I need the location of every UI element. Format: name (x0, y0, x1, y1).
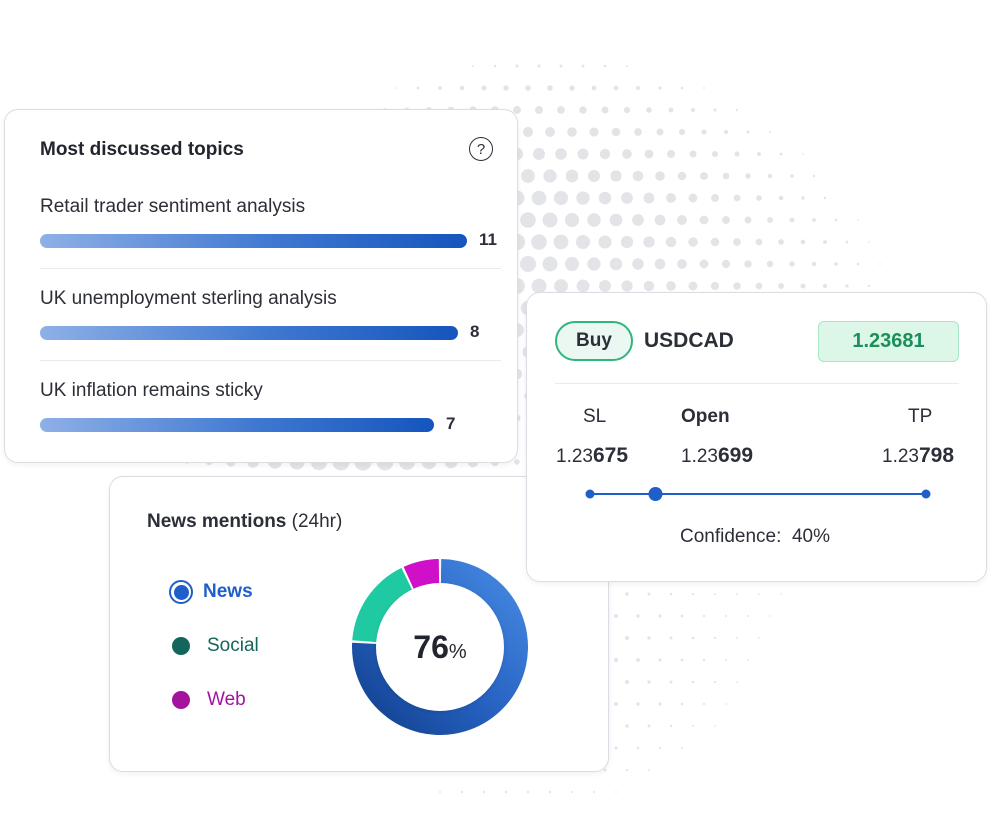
legend-dot-icon (172, 637, 190, 655)
topic-row: Retail trader sentiment analysis 11 (40, 196, 500, 276)
news-mentions-card: News mentions (24hr) News Social Web 76% (109, 476, 609, 772)
topic-label: UK unemployment sterling analysis (40, 288, 337, 309)
donut-segment-social (352, 567, 413, 643)
symbol-label: USDCAD (644, 329, 734, 352)
news-title-suffix: (24hr) (291, 511, 343, 532)
slider-tp-point (921, 489, 931, 499)
price-badge: 1.23681 (818, 321, 959, 362)
legend-item-web[interactable]: Web (172, 685, 246, 715)
topic-bar (40, 234, 467, 248)
open-label: Open (681, 406, 730, 427)
most-discussed-topics-card: Most discussed topics ? Retail trader se… (4, 109, 518, 463)
radio-selected-icon (169, 580, 193, 604)
divider (40, 360, 501, 361)
donut-chart: 76% (352, 559, 528, 735)
sl-value: 1.23675 (556, 444, 629, 467)
topic-label: UK inflation remains sticky (40, 380, 263, 401)
topic-bar (40, 418, 434, 432)
slider-sl-point (585, 489, 595, 499)
card-title: News mentions (24hr) (147, 511, 342, 533)
slider-open-handle[interactable] (648, 487, 663, 501)
tp-value: 1.23798 (882, 444, 955, 467)
topic-count: 7 (446, 414, 456, 433)
topic-count: 8 (470, 322, 480, 341)
donut-segment-web (403, 559, 440, 591)
tp-label: TP (908, 406, 933, 427)
news-title-bold: News mentions (147, 511, 287, 532)
question-circle-icon[interactable]: ? (469, 137, 493, 161)
legend-label: News (203, 581, 253, 602)
donut-percent: 76% (413, 629, 467, 665)
legend-dot-icon (172, 691, 190, 709)
topic-count: 11 (479, 230, 497, 249)
topic-row: UK unemployment sterling analysis 8 (40, 288, 500, 368)
confidence-text: Confidence: 40% (680, 526, 830, 547)
divider (555, 383, 959, 384)
card-title: Most discussed topics (40, 139, 244, 160)
legend-item-news[interactable]: News (169, 577, 253, 607)
open-value: 1.23699 (681, 444, 754, 467)
divider (40, 268, 501, 269)
legend-label: Social (207, 635, 259, 656)
topic-label: Retail trader sentiment analysis (40, 196, 306, 217)
legend-label: Web (207, 689, 246, 710)
legend-item-social[interactable]: Social (172, 631, 259, 661)
sl-label: SL (583, 406, 607, 427)
topic-row: UK inflation remains sticky 7 (40, 380, 500, 460)
donut-center (376, 583, 504, 711)
topic-bar (40, 326, 458, 340)
trade-signal-card: Buy USDCAD 1.23681 SL Open TP 1.23675 1.… (526, 292, 987, 582)
price-slider[interactable] (585, 486, 931, 502)
buy-badge[interactable]: Buy (555, 321, 633, 361)
